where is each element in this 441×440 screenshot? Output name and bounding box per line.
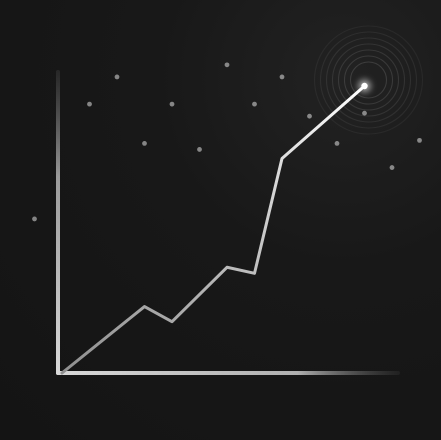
decorative-column-cap	[224, 62, 230, 68]
decorative-column-cap	[389, 165, 395, 170]
decorative-column-cap	[32, 216, 37, 222]
pulse-ring	[331, 43, 406, 117]
decorative-column-cap	[362, 110, 367, 116]
decorative-column-cap	[114, 74, 120, 80]
decorative-column-cap	[142, 141, 147, 146]
pulse-ring	[349, 61, 388, 99]
decorative-columns	[32, 62, 422, 411]
pulse-ring	[313, 25, 424, 135]
decorative-column-cap	[197, 147, 202, 152]
pulse-rings	[313, 25, 424, 135]
decorative-column-cap	[169, 101, 175, 107]
decorative-column-cap	[87, 101, 92, 107]
decorative-column-cap	[417, 137, 422, 143]
chart-axes	[56, 70, 400, 375]
data-points	[354, 76, 375, 96]
decorative-column-cap	[307, 113, 312, 119]
decorative-column-cap	[334, 141, 340, 146]
pulse-ring	[325, 37, 412, 123]
series-line	[60, 84, 366, 375]
endpoint-point	[361, 82, 368, 90]
pulse-ring	[343, 55, 394, 105]
pulse-ring	[319, 31, 418, 129]
data-series	[60, 84, 366, 375]
decorative-column-cap	[252, 101, 257, 107]
decorative-column-cap	[279, 74, 285, 80]
pulse-ring	[337, 49, 400, 111]
